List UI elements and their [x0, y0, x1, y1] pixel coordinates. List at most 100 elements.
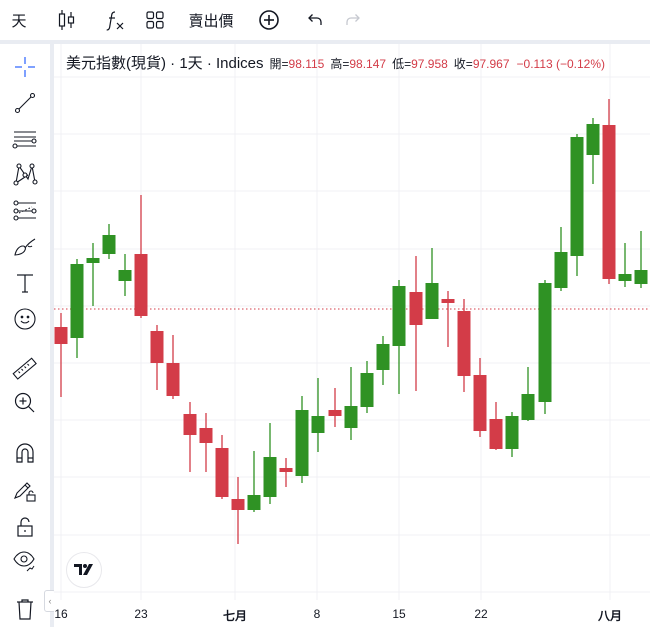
zoom-in-icon [14, 392, 35, 413]
magnet-tool[interactable] [0, 436, 50, 470]
candle[interactable] [118, 254, 132, 296]
text-tool[interactable] [0, 266, 50, 300]
emoji-icon [14, 308, 36, 330]
candle[interactable] [618, 243, 632, 287]
redo-button[interactable] [340, 0, 366, 40]
brush-tool[interactable] [0, 230, 50, 264]
candle[interactable] [134, 195, 148, 318]
candle[interactable] [344, 367, 358, 440]
trend-line-icon [14, 92, 36, 114]
drawing-toolbar [0, 44, 54, 627]
candle[interactable] [215, 435, 229, 499]
candle[interactable] [586, 118, 600, 184]
candle[interactable] [489, 402, 503, 450]
symbol-title[interactable]: 美元指數(現貨) · 1天 · Indices [66, 55, 264, 72]
open-value: 98.115 [288, 57, 325, 71]
emoji-tool[interactable] [0, 302, 50, 336]
candle[interactable] [231, 477, 245, 544]
candle[interactable] [538, 280, 552, 414]
close-value: 97.967 [472, 57, 510, 71]
candle[interactable] [392, 280, 406, 394]
time-axis-label: 15 [392, 607, 406, 621]
brush-icon [14, 238, 36, 256]
close-label: 收= [453, 57, 473, 71]
candle[interactable] [199, 413, 213, 472]
unlock-icon [17, 517, 33, 537]
grid-icon [146, 11, 164, 29]
candle[interactable] [86, 243, 100, 306]
change-value: −0.113 (−0.12%) [516, 57, 606, 71]
candle[interactable] [554, 227, 568, 291]
price-type-label: 賣出價 [188, 12, 234, 30]
candle[interactable] [376, 336, 390, 385]
ruler-icon [12, 357, 37, 380]
fib-retracement-icon [13, 200, 37, 221]
candle[interactable] [263, 423, 277, 504]
price-type-button[interactable]: 賣出價 [186, 0, 236, 40]
lock-drawings-tool[interactable] [0, 474, 50, 508]
candle[interactable] [311, 378, 325, 452]
tradingview-logo-icon [74, 564, 93, 575]
candle[interactable] [166, 335, 180, 399]
horizontal-lines-tool[interactable] [0, 122, 50, 156]
horizontal-lines-icon [12, 131, 37, 149]
ruler-tool[interactable] [0, 352, 50, 386]
indicators-button[interactable] [100, 0, 130, 40]
visibility-tool[interactable] [0, 544, 50, 578]
interval-button[interactable]: 天 [4, 0, 34, 40]
tradingview-logo[interactable] [66, 552, 102, 588]
high-label: 高= [330, 57, 350, 71]
candle[interactable] [425, 248, 439, 319]
candle[interactable] [247, 451, 261, 512]
candle[interactable] [295, 396, 309, 483]
chart-pane[interactable]: 美元指數(現貨) · 1天 · Indices 開= 98.115 高= 98.14… [54, 44, 650, 627]
chart-legend: 美元指數(現貨) · 1天 · Indices 開= 98.115 高= 98.14… [66, 52, 605, 73]
candle[interactable] [441, 291, 455, 347]
remove-drawings-tool[interactable] [0, 592, 50, 626]
time-axis-label: 22 [474, 607, 488, 621]
high-value: 98.147 [349, 57, 387, 71]
candlestick-chart[interactable] [54, 44, 650, 627]
text-icon [17, 274, 33, 293]
candle[interactable] [570, 134, 584, 276]
low-label: 低= [392, 57, 412, 71]
interval-label: 天 [11, 12, 27, 30]
candle[interactable] [54, 313, 68, 397]
candle[interactable] [409, 256, 423, 391]
fib-tool[interactable] [0, 194, 50, 228]
magnet-icon [16, 443, 34, 463]
candle[interactable] [360, 361, 374, 413]
candle[interactable] [634, 231, 648, 288]
candle[interactable] [102, 224, 116, 259]
add-symbol-button[interactable] [254, 0, 284, 40]
layouts-button[interactable] [140, 0, 170, 40]
candle[interactable] [279, 458, 293, 487]
open-label: 開= [269, 57, 289, 71]
chart-type-button[interactable] [52, 0, 82, 40]
unlock-tool[interactable] [0, 510, 50, 544]
time-axis-label: 16 [54, 607, 68, 621]
crosshair-tool[interactable] [0, 50, 50, 84]
zoom-in-tool[interactable] [0, 386, 50, 420]
time-axis-label: 七月 [222, 609, 248, 623]
candle[interactable] [328, 388, 342, 427]
time-axis-label: 23 [134, 607, 148, 621]
candle[interactable] [183, 402, 197, 472]
candle[interactable] [473, 358, 487, 437]
pattern-tool[interactable] [0, 158, 50, 192]
candle[interactable] [457, 299, 471, 392]
chevron-left-icon: ‹ [48, 596, 52, 606]
undo-button[interactable] [302, 0, 328, 40]
time-axis-label: 8 [313, 607, 321, 621]
candle[interactable] [505, 412, 519, 457]
candle[interactable] [521, 367, 535, 421]
trend-line-tool[interactable] [0, 86, 50, 120]
candle[interactable] [150, 325, 164, 390]
candle[interactable] [602, 99, 616, 284]
low-value: 97.958 [411, 57, 448, 71]
candle[interactable] [70, 259, 84, 358]
eye-icon [13, 551, 35, 572]
crosshair-icon [15, 57, 35, 77]
undo-icon [308, 14, 322, 25]
redo-icon [346, 14, 360, 25]
